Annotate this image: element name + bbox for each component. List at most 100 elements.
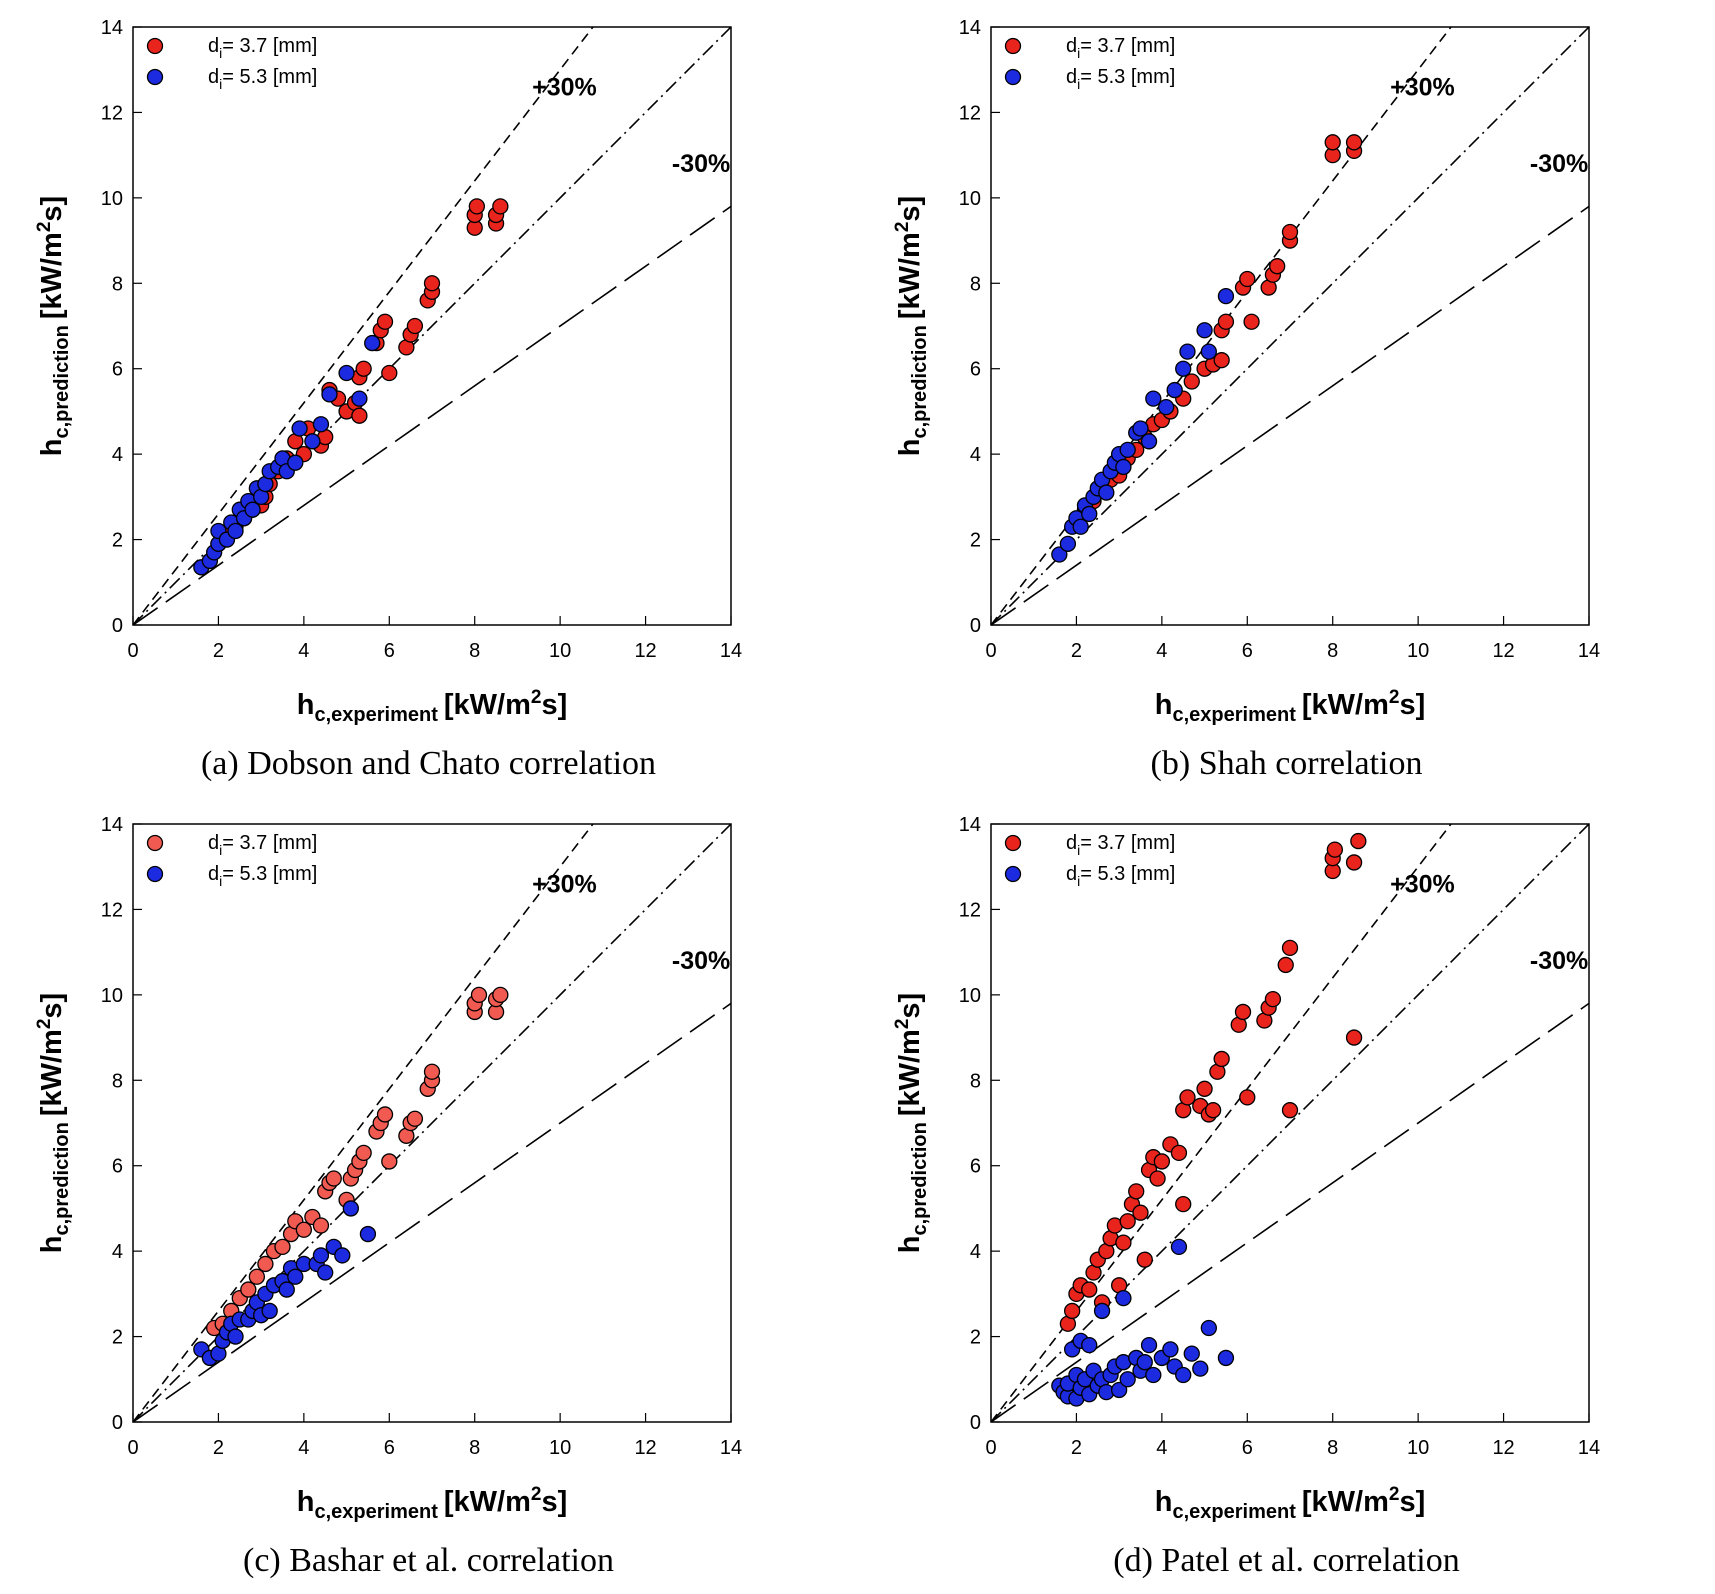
x-tick-label: 10	[1407, 1437, 1429, 1459]
y-tick-label: 12	[101, 102, 123, 124]
data-point	[423, 275, 441, 292]
y-tick-label: 4	[970, 1241, 981, 1263]
data-point	[1324, 134, 1341, 151]
legend-label: di= 3.7 [mm]	[208, 35, 317, 61]
data-point	[261, 1302, 278, 1320]
y-tick-label: 4	[112, 444, 123, 466]
reference-line-parity	[991, 27, 1589, 625]
data-point	[1217, 287, 1235, 305]
data-point	[1175, 360, 1192, 377]
data-point	[1081, 505, 1098, 523]
y-tick-label: 8	[970, 1070, 981, 1092]
data-point	[359, 1225, 377, 1243]
band-label-plus30: +30%	[532, 870, 597, 898]
data-point	[1072, 518, 1089, 535]
data-point	[1217, 313, 1235, 330]
data-point	[1269, 258, 1286, 275]
plot-frame	[990, 823, 1590, 1423]
data-point	[381, 1153, 398, 1170]
y-tick-label: 0	[970, 1412, 981, 1434]
data-point	[1119, 1371, 1136, 1388]
x-tick-label: 2	[1071, 1437, 1082, 1459]
y-tick-label: 6	[970, 1156, 981, 1178]
data-point	[406, 1110, 424, 1127]
data-point	[1149, 1170, 1166, 1187]
x-tick-label: 8	[1327, 640, 1338, 662]
x-tick-label: 2	[213, 640, 224, 662]
data-point	[325, 1170, 342, 1187]
x-tick-label: 12	[634, 1437, 656, 1459]
data-point	[1239, 270, 1256, 288]
data-point	[355, 1144, 372, 1162]
data-point	[287, 1268, 304, 1285]
legend-label: di= 3.7 [mm]	[208, 832, 317, 858]
figure-caption: (c) Bashar et al. correlation	[243, 1542, 614, 1579]
series-3_7mm	[1059, 832, 1367, 1332]
x-tick-label: 14	[1578, 640, 1600, 662]
y-tick-label: 14	[101, 17, 123, 39]
legend-label: di= 5.3 [mm]	[208, 66, 317, 92]
data-point	[1264, 990, 1282, 1008]
band-label-minus30: -30%	[1530, 150, 1588, 178]
data-point	[1115, 1289, 1132, 1307]
chart-b: +30% -30% 00 2 2 4 4 6 6 8 8 10 10 12 12 14 14 di= 3.7 [m…	[892, 17, 1600, 726]
y-tick-label: 10	[101, 188, 123, 210]
x-tick-label: 12	[1492, 640, 1514, 662]
band-label-minus30: -30%	[672, 150, 730, 178]
y-tick-label: 2	[970, 530, 981, 552]
legend-marker	[146, 834, 164, 852]
data-point	[355, 360, 372, 377]
y-tick-label: 6	[112, 359, 123, 381]
data-point	[1345, 1029, 1363, 1046]
legend-marker	[146, 865, 164, 883]
data-point	[278, 1281, 295, 1298]
data-point	[321, 386, 338, 403]
y-tick-label: 4	[970, 444, 981, 466]
x-tick-label: 4	[298, 1437, 309, 1459]
data-point	[1110, 1381, 1128, 1399]
legend-marker	[146, 68, 164, 86]
plot-frame	[132, 26, 732, 626]
x-tick-label: 0	[127, 640, 138, 662]
data-point	[492, 986, 509, 1004]
data-point	[1093, 1302, 1111, 1320]
x-tick-label: 4	[1156, 1437, 1167, 1459]
y-tick-label: 2	[970, 1327, 981, 1349]
data-point	[1051, 546, 1068, 563]
y-tick-label: 8	[112, 273, 123, 295]
y-tick-label: 6	[970, 359, 981, 381]
legend-label: di= 3.7 [mm]	[1066, 832, 1175, 858]
legend-label: di= 3.7 [mm]	[1066, 35, 1175, 61]
data-point	[1277, 956, 1294, 974]
y-tick-label: 12	[959, 102, 981, 124]
band-label-plus30: +30%	[532, 73, 597, 101]
reference-line-plus30	[133, 824, 594, 1422]
x-tick-label: 8	[469, 640, 480, 662]
y-tick-label: 14	[101, 814, 123, 836]
data-point	[1234, 1003, 1252, 1021]
x-tick-label: 8	[1327, 1437, 1338, 1459]
data-point	[1145, 1366, 1162, 1384]
y-tick-label: 2	[112, 530, 123, 552]
data-point	[1345, 854, 1363, 871]
data-point	[1098, 484, 1115, 501]
data-point	[1281, 1102, 1299, 1119]
legend-marker	[1004, 37, 1022, 55]
x-tick-label: 14	[720, 1437, 742, 1459]
reference-line-plus30	[991, 824, 1452, 1422]
x-tick-label: 6	[1242, 640, 1253, 662]
panel-d: +30% -30% 0 0 2 2 4 4 6 6 8 8 10 10 12 12 14 14 di= 3.7 [m…	[858, 797, 1715, 1594]
data-point	[1119, 1213, 1136, 1230]
data-point	[338, 364, 355, 382]
data-point	[376, 1106, 394, 1123]
y-axis-label: hc,prediction[kW/m2s]	[34, 196, 73, 456]
figure-caption: (d) Patel et al. correlation	[1113, 1542, 1460, 1579]
x-axis-label: hc,experiment [kW/m2s]	[1155, 687, 1425, 726]
legend-marker	[1004, 68, 1022, 86]
legend-marker	[1004, 865, 1022, 883]
chart-d: +30% -30% 00 2 2 4 4 6 6 8 8 10 10 12 12 14 14 di= 3.7 [m…	[892, 814, 1600, 1523]
panel-b: +30% -30% 0 0 2 2 4 4 6 6 8 8 10 10 12 12 14 14 di= 3.7 [m…	[858, 0, 1715, 797]
y-axis-label: hc,prediction[kW/m2s]	[892, 196, 931, 456]
panel-c: +30% -30% 0 0 2 2 4 4 6 6 8 8 10 10 12 12 14 14 di= 3.7 [m…	[0, 797, 857, 1594]
data-point	[1179, 343, 1196, 360]
